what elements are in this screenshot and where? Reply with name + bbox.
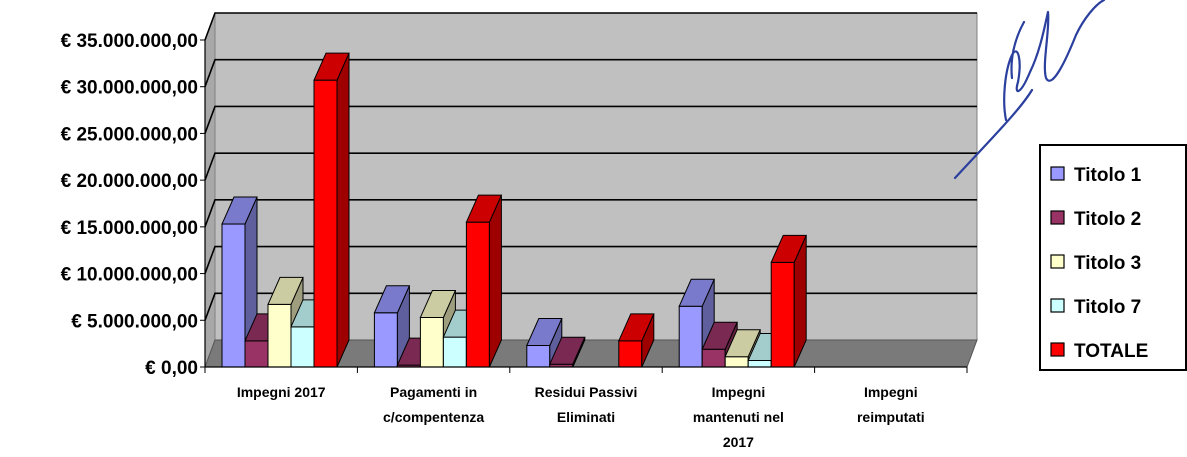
bar-front [747,359,772,368]
gridline [204,152,977,181]
legend-label: Titolo 1 [1074,165,1142,186]
y-tick-label: € 0,00 [145,358,198,379]
bar [549,336,586,368]
legend-swatch [1050,298,1065,313]
legend-label: Titolo 7 [1074,297,1141,318]
bar-front [526,345,551,368]
x-tick-label: Impegni mantenuti nel 2017 [693,384,784,450]
gridline [204,12,977,41]
bar-top [526,318,563,347]
legend-item: Titolo 2 [1050,209,1141,230]
bar [465,194,503,368]
bar-front [724,356,749,368]
legend: Titolo 1 Titolo 2 Titolo 3 Titolo 7 TOTALE [1039,144,1187,371]
bar-front [701,348,726,368]
bar-front [244,340,269,368]
bar-front [419,316,444,368]
bar-front [290,326,315,368]
legend-swatch [1050,342,1065,357]
bar-front [442,336,467,368]
gridline [204,199,977,228]
bar-top [678,278,715,307]
bar-front [267,303,292,368]
legend-label: TOTALE [1074,341,1148,362]
bar-front [465,221,490,368]
bar [313,52,350,368]
legend-item: Titolo 3 [1050,253,1141,274]
legend-swatch [1050,166,1065,181]
bar-front [373,312,398,368]
y-tick-label: € 25.000.000,00 [61,124,198,145]
gridline [204,292,977,321]
y-tick-label: € 20.000.000,00 [61,171,198,192]
y-tick-label: € 35.000.000,00 [61,31,198,52]
y-tick-label: € 10.000.000,00 [61,265,198,286]
bar-front [770,261,795,368]
bar-front [221,223,246,368]
bar-side [488,194,502,368]
y-tick-label: € 30.000.000,00 [61,78,198,99]
y-tick-label: € 15.000.000,00 [61,218,198,239]
bar-top [313,52,350,81]
bar-top [701,321,738,350]
bars [221,52,807,368]
bar-top [465,194,503,223]
bar-top [419,289,457,318]
x-tick-label: Pagamenti in c/compentenza [383,384,484,425]
y-tick-label: € 5.000.000,00 [71,311,198,332]
bar-top [549,336,586,365]
legend-item: Titolo 7 [1050,297,1141,318]
bar-side [336,52,350,368]
legend-item: Titolo 1 [1050,165,1142,186]
legend-item: TOTALE [1050,341,1148,362]
plot-side-wall [204,12,216,368]
bar [618,313,655,368]
bar-front [678,305,703,368]
legend-label: Titolo 3 [1074,253,1141,274]
y-axis: € 0,00 € 5.000.000,00 € 10.000.000,00 € 15.… [61,31,206,379]
legend-label: Titolo 2 [1074,209,1141,230]
bar-front [313,79,338,368]
gridline [204,105,977,134]
signature-scribble [953,0,1106,180]
bar-top [221,196,258,225]
bar-front [618,340,643,368]
x-tick-label: Residui Passivi Eliminati [535,384,638,425]
legend-swatch [1050,254,1065,269]
bar-top [373,285,411,314]
bar-top [724,329,761,358]
bar-top [267,276,304,305]
gridline [204,58,977,87]
x-axis: Impegni 2017 Pagamenti in c/compentenza Res… [204,366,968,450]
legend-swatch [1050,210,1065,225]
bar [526,318,563,368]
x-tick-label: Impegni 2017 [237,384,326,400]
bar-top [770,234,807,263]
gridline [204,245,977,274]
bar [770,234,807,368]
bar-top [618,313,655,342]
x-tick-label: Impegni reimputati [857,384,925,425]
